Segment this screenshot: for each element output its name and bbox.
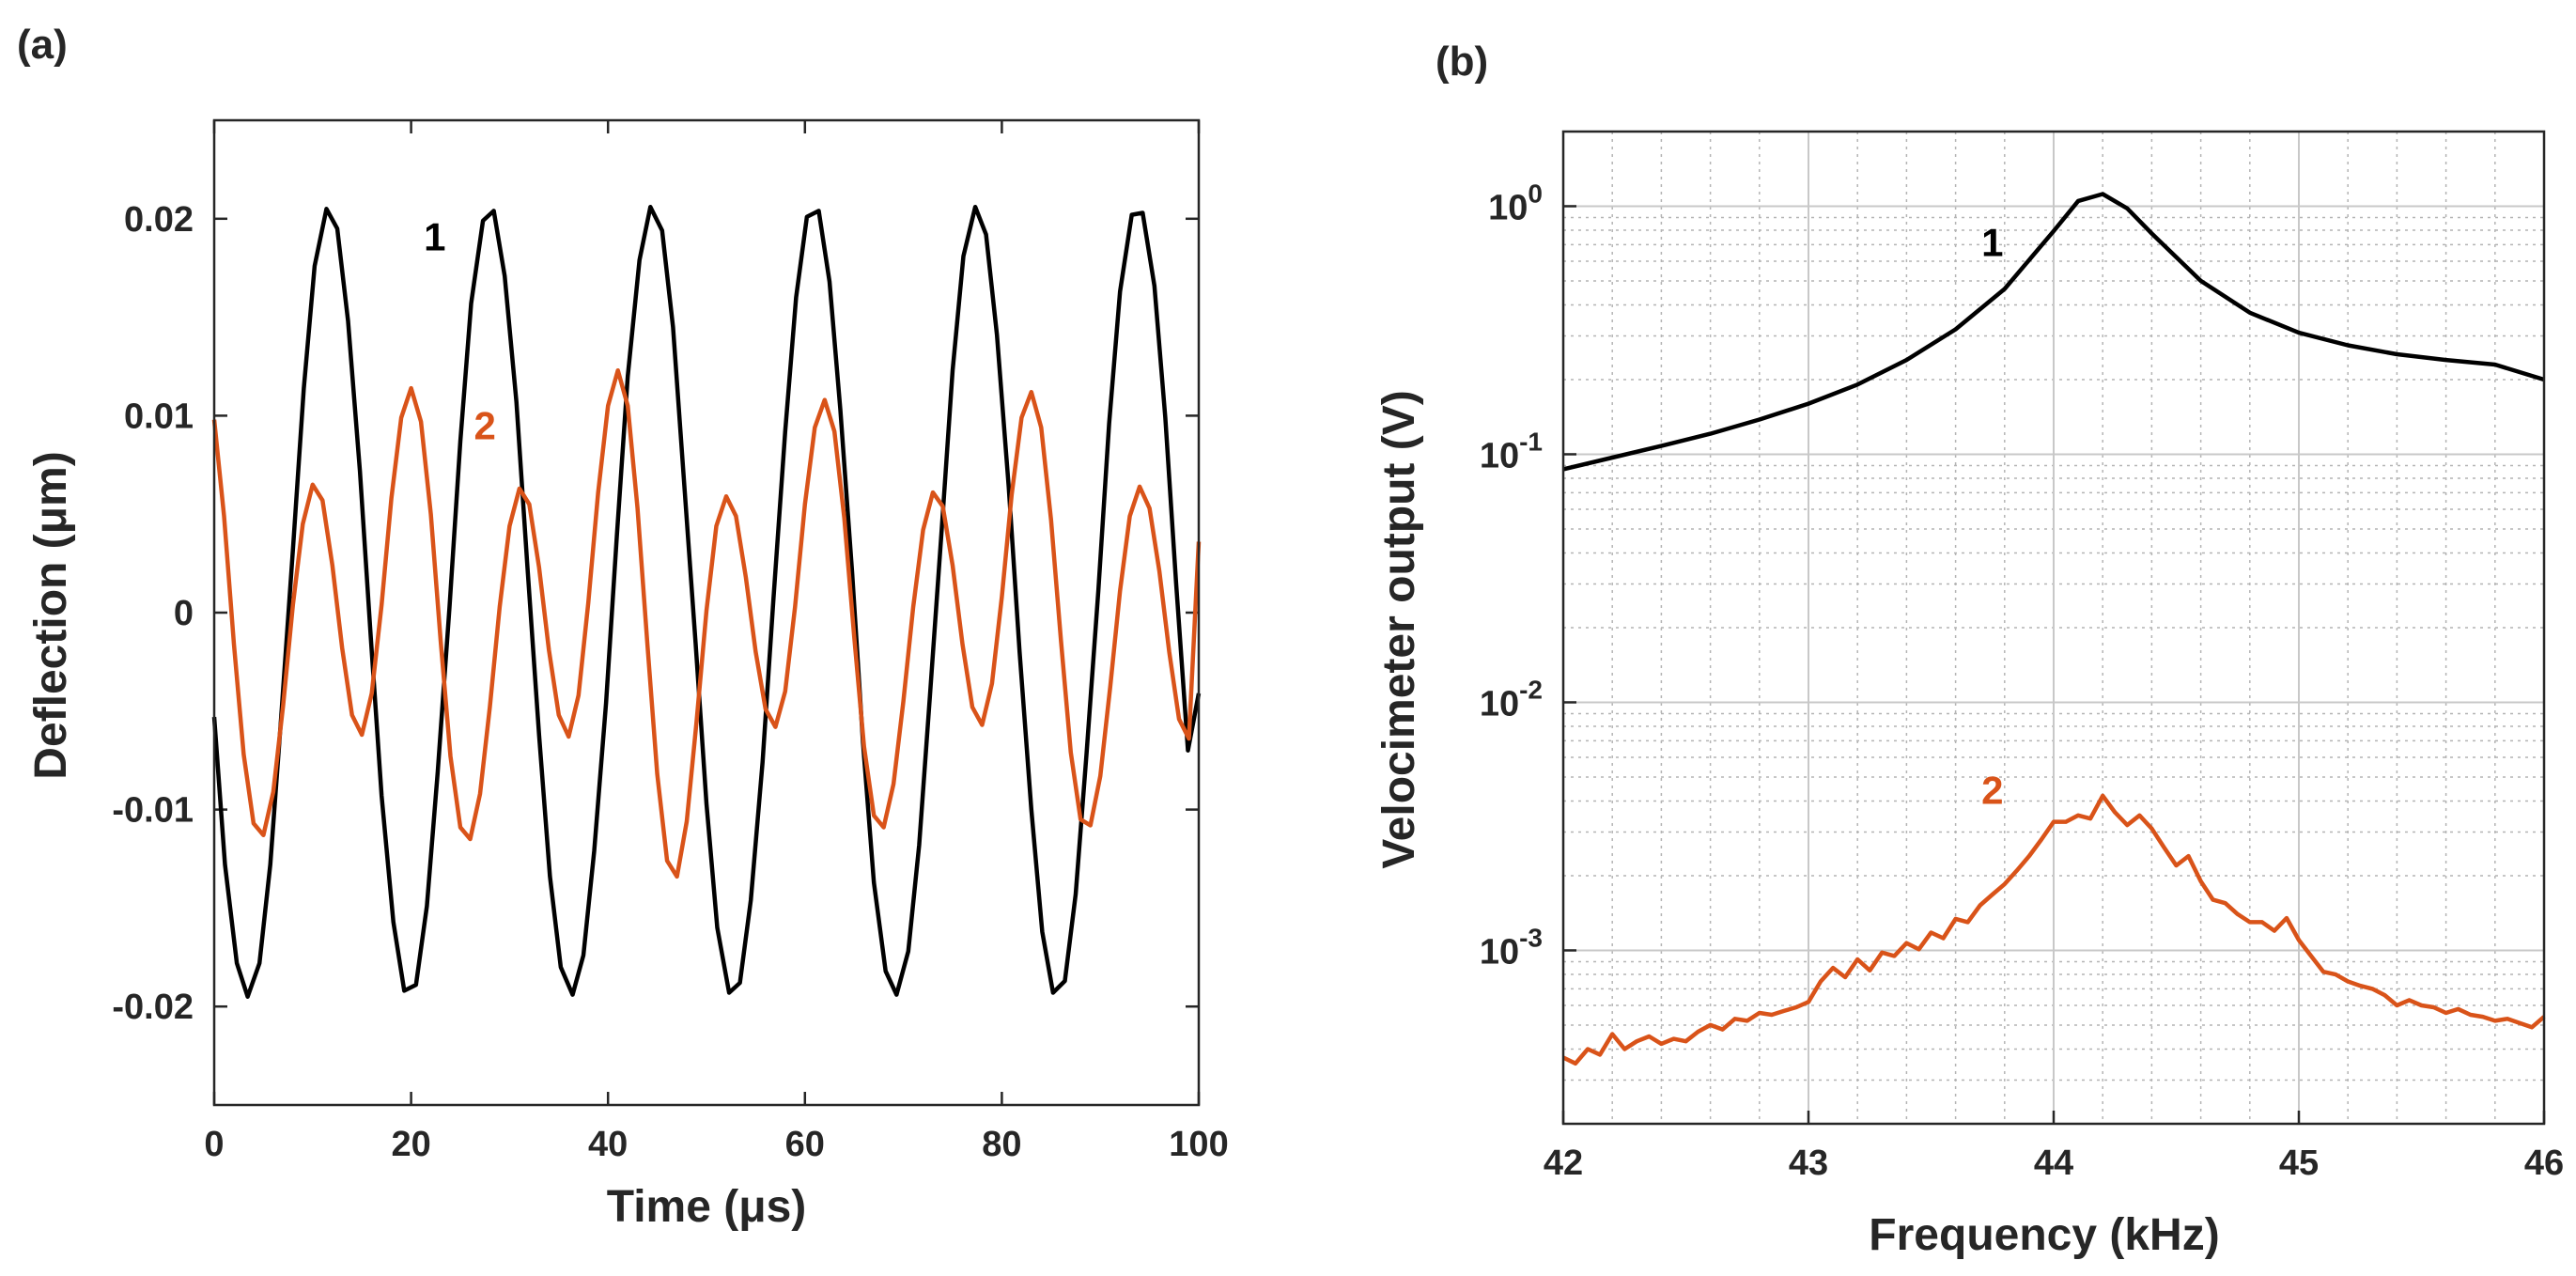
b-xtick-label: 46 [2524,1144,2564,1183]
a-xtick-label: 0 [204,1125,224,1164]
a-xtick-label: 80 [982,1125,1021,1164]
panel-b-ylabel: Velocimeter output (V) [1374,390,1424,868]
b-xtick-label: 44 [2034,1144,2073,1183]
a-curve-label: 1 [424,214,445,258]
a-ytick-label: -0.02 [112,988,194,1027]
a-xtick-label: 100 [1169,1125,1228,1164]
b-curve-label: 2 [1981,768,2003,812]
panel-a-ylabel: Deflection (μm) [26,451,76,779]
a-ytick-label: 0.01 [124,397,194,436]
a-ytick-label: 0.02 [124,200,194,240]
a-xtick-label: 60 [785,1125,825,1164]
a-series-2-line [211,367,1202,879]
a-series-1-line [211,204,1202,999]
a-ytick-label: 0 [174,594,194,633]
a-axes-frame [212,118,1201,1107]
b-xtick-label: 43 [1789,1144,1828,1183]
panel-b-label: (b) [1435,39,1488,85]
b-xtick-label: 42 [1544,1144,1583,1183]
a-xtick-label: 20 [391,1125,430,1164]
b-axes-frame [1561,130,2546,1126]
a-ytick-label: -0.01 [112,791,194,831]
b-series-2-line [1562,793,2546,1066]
panel-a-xlabel: Time (μs) [607,1182,807,1232]
b-xtick-label: 45 [2279,1144,2319,1183]
b-ytick-label: 100 [1488,179,1543,227]
b-ytick-label: 10-1 [1480,427,1543,475]
b-ytick-label: 10-2 [1480,675,1543,724]
a-xtick-label: 40 [588,1125,628,1164]
panel-b-plot-area: 42 43 44 45 46 10-3 10-2 10-1 100 1 2 [1480,130,2564,1183]
panel-a-label: (a) [17,22,68,68]
b-ytick-label: 10-3 [1480,923,1543,972]
b-series-1-line [1562,192,2545,472]
panel-b-xlabel: Frequency (kHz) [1869,1210,2219,1260]
a-curve-label: 2 [474,404,496,448]
panel-b-frequency-domain: (b) 42 43 44 45 46 10-3 10-2 10-1 100 1 2 Frequenc… [1374,39,2564,1260]
panel-a-time-domain: (a) 0 20 40 60 80 100 -0.02 -0.01 0 0.01 0.02 1 2 Ti… [17,22,1229,1232]
b-curve-label: 1 [1981,220,2003,264]
panel-a-plot-area: 0 20 40 60 80 100 -0.02 -0.01 0 0.01 0.02 1 2 [112,118,1229,1164]
